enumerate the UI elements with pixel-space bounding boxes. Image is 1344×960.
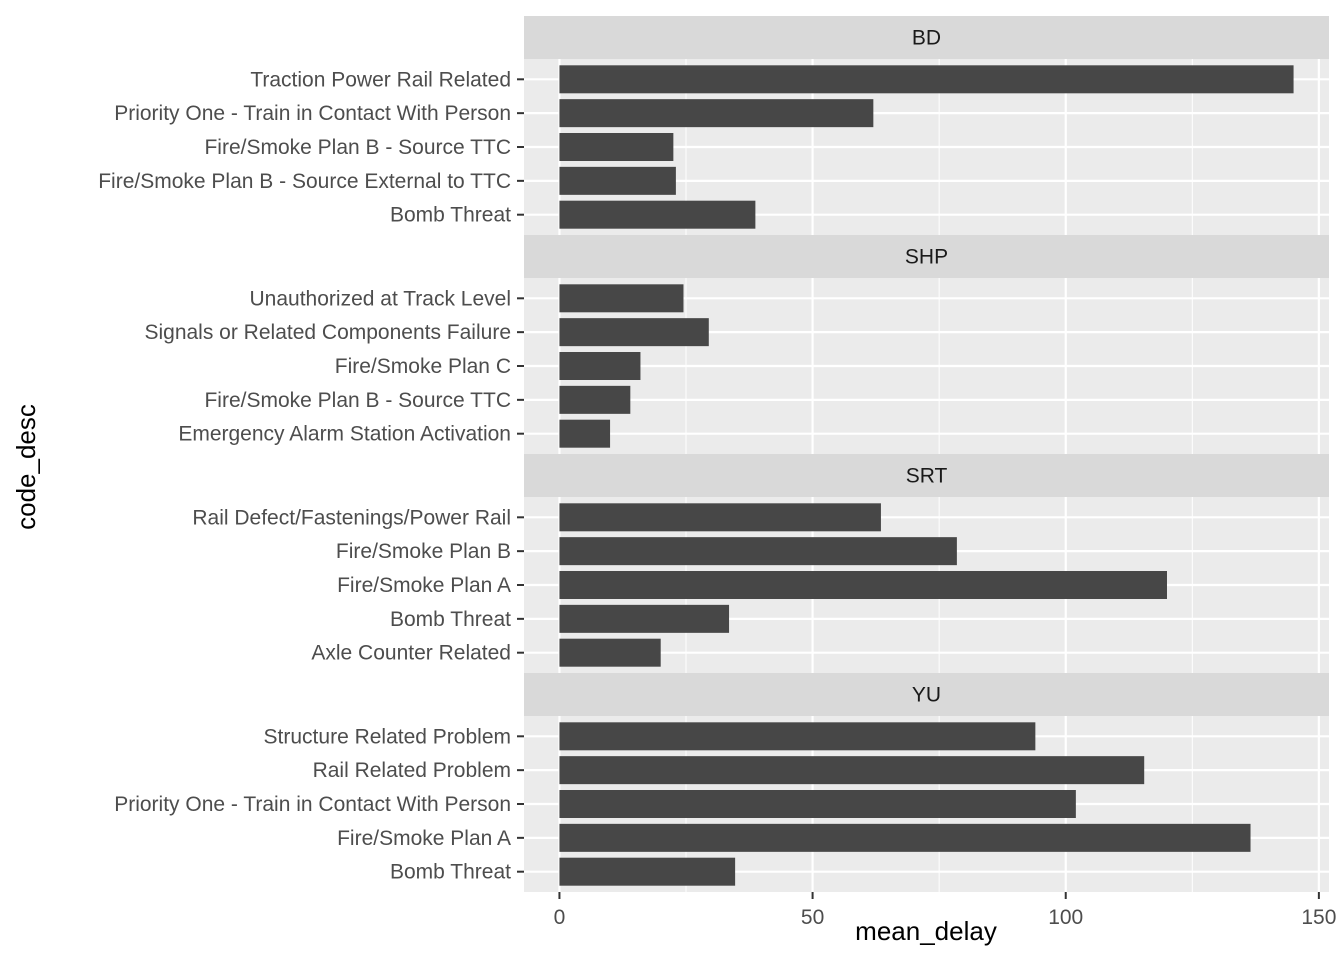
facet-shp: SHP Unauthorized at Track Level Signals or… [144,235,1329,454]
y-tick-label: Priority One - Train in Contact With Per… [114,793,511,816]
bar [559,65,1294,94]
y-tick-label: Fire/Smoke Plan B - Source TTC [204,136,511,159]
bar [559,604,730,633]
facet-panels: BD Traction Power Rail Related Priority On… [98,16,1329,892]
bar [559,571,1167,599]
y-axis-title: code_desc [11,404,41,530]
facet-strip [524,673,1329,716]
bar [559,503,881,532]
y-tick-label: Fire/Smoke Plan A [337,574,511,597]
bar [559,857,736,886]
facet-yu: YU Structure Related Problem Rail Related … [114,673,1329,892]
y-tick-label: Rail Related Problem [313,759,511,782]
y-tick-label: Emergency Alarm Station Activation [178,423,511,446]
y-tick-label: Bomb Threat [390,861,511,884]
bar [559,318,709,347]
bar [559,385,631,414]
y-tick-label: Bomb Threat [390,204,511,227]
y-tick-label: Structure Related Problem [264,725,511,748]
y-tick-label: Fire/Smoke Plan B [336,540,511,563]
facet-strip [524,235,1329,278]
facet-srt: SRT Rail Defect/Fastenings/Power Rail Fire… [192,454,1329,673]
y-tick-label: Fire/Smoke Plan B - Source TTC [204,389,511,412]
x-axis-title: mean_delay [855,916,997,946]
facet-strip-label: SHP [905,246,948,269]
y-tick-label: Fire/Smoke Plan C [335,355,511,378]
y-tick-label: Fire/Smoke Plan B - Source External to T… [98,170,511,193]
bar [559,722,1036,751]
bar [559,823,1251,852]
bar [559,537,957,566]
bar [559,166,676,195]
bar [559,419,611,448]
facet-strip [524,16,1329,59]
bar [559,133,674,161]
y-tick-label: Traction Power Rail Related [250,68,511,91]
y-tick-label: Fire/Smoke Plan A [337,827,511,850]
bar [559,756,1145,785]
y-tick-label: Bomb Threat [390,608,511,631]
y-tick-label: Signals or Related Components Failure [144,321,511,344]
y-tick-label: Priority One - Train in Contact With Per… [114,102,511,125]
bar [559,99,874,128]
bar [559,638,661,667]
bar [559,200,756,229]
facet-strip-label: YU [912,684,941,707]
facet-strip-label: BD [912,27,941,50]
y-tick-label: Unauthorized at Track Level [250,287,511,310]
y-tick-label: Axle Counter Related [311,642,511,665]
facet-strip-label: SRT [906,465,948,488]
x-tick-label: 50 [801,906,824,929]
x-tick-label: 150 [1301,906,1336,929]
x-tick-label: 0 [554,906,566,929]
bar [559,790,1076,818]
x-tick-label: 100 [1048,906,1083,929]
y-tick-label: Rail Defect/Fastenings/Power Rail [192,506,511,529]
bar [559,352,641,380]
facet-strip [524,454,1329,497]
bar [559,284,684,313]
facet-bd: BD Traction Power Rail Related Priority On… [98,16,1329,235]
x-axis: 0 50 100 150 [554,892,1336,929]
